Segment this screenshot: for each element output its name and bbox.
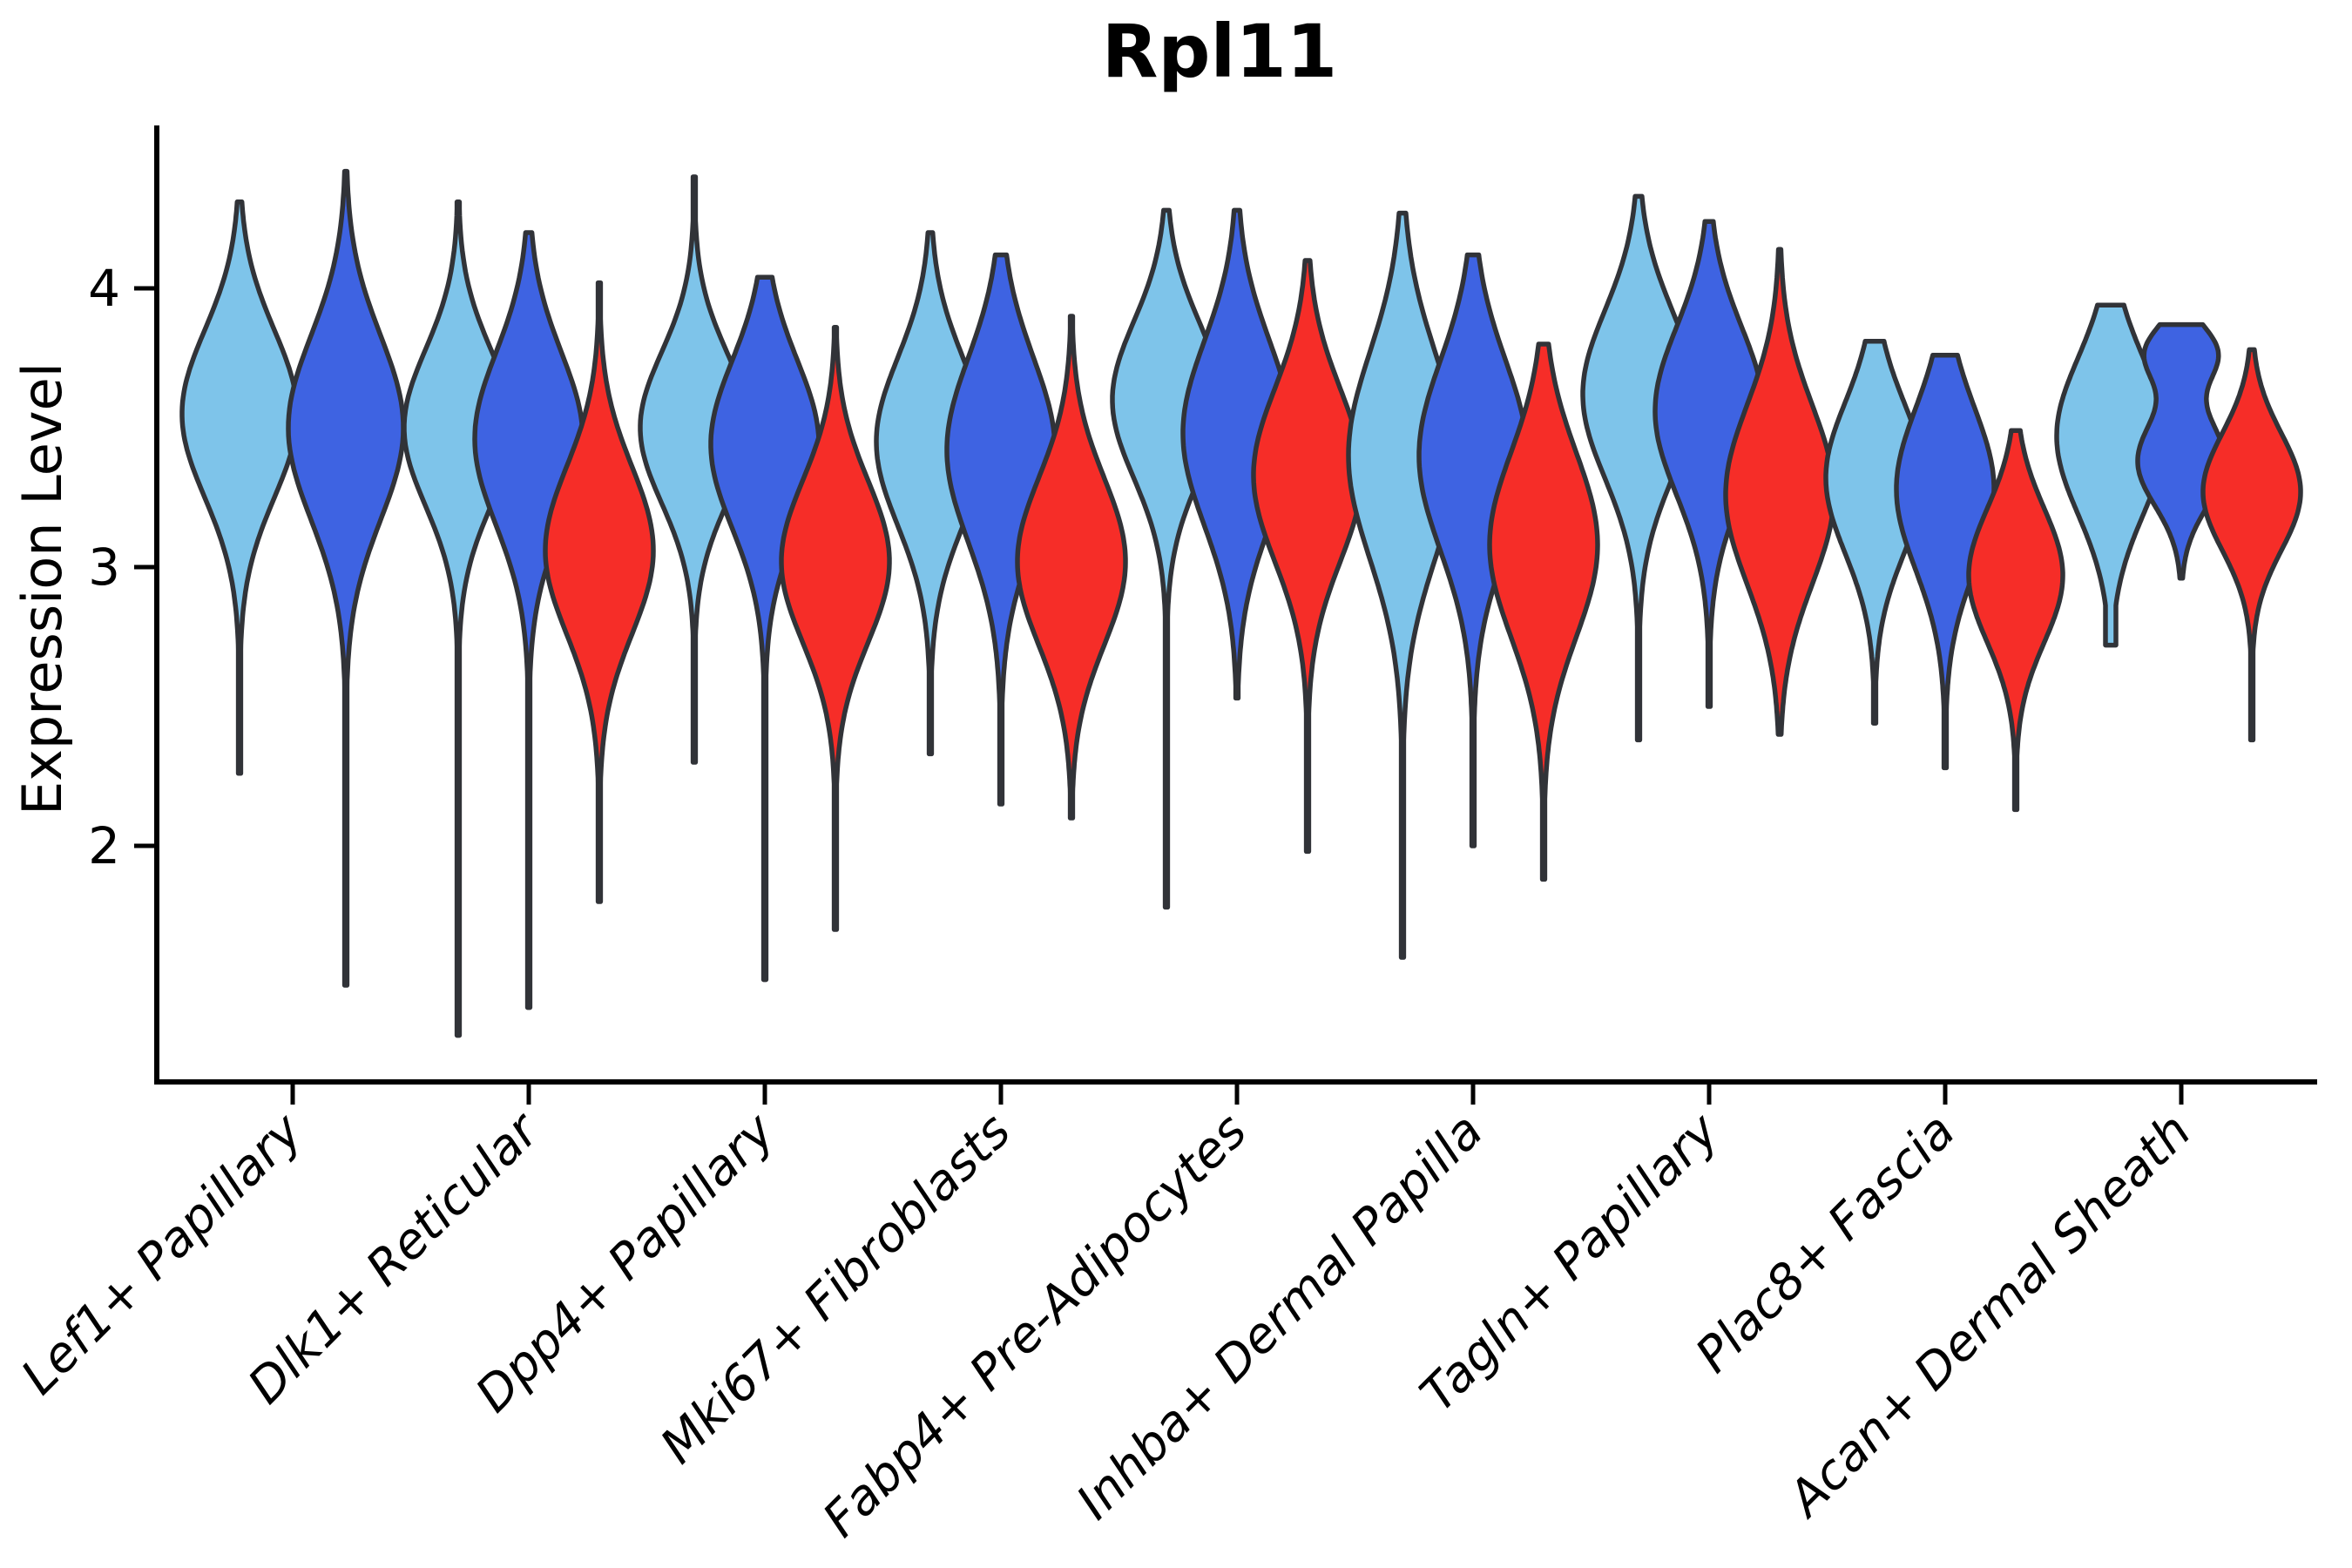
violin [779,325,892,932]
x-tick-label: Acan+ Dermal Sheath [1776,1103,2202,1529]
axes-layer [134,125,2317,1105]
violin [472,230,585,1010]
x-tick-label: Inhba+ Dermal Papilla [1066,1103,1494,1531]
y-tick-label: 3 [88,537,120,597]
violin [1894,353,1997,771]
violin [944,252,1058,807]
violin [2054,302,2167,648]
violin [2200,347,2303,743]
violin [638,174,751,765]
violin [1251,258,1364,855]
violin [1346,210,1459,960]
violin [708,274,821,983]
violins-layer [179,168,2303,1038]
violin [1823,339,1926,726]
violin [1580,193,1697,743]
violin [1110,207,1223,910]
violin [1487,341,1600,882]
violin [179,199,300,776]
y-axis-label: Expression Level [10,362,74,815]
violin [1966,428,2065,813]
chart-title: Rpl11 [1102,9,1338,94]
violin [1652,219,1766,709]
violin [1416,252,1530,848]
violin [402,199,515,1038]
y-tick-label: 4 [88,259,120,318]
y-tick-label: 2 [88,816,120,875]
violin [1723,247,1836,737]
violin [543,280,656,904]
violin [1015,314,1128,821]
violin [874,230,987,757]
x-tick-label: Fabp4+ Pre-Adipocytes [813,1103,1258,1548]
violin [286,168,406,988]
